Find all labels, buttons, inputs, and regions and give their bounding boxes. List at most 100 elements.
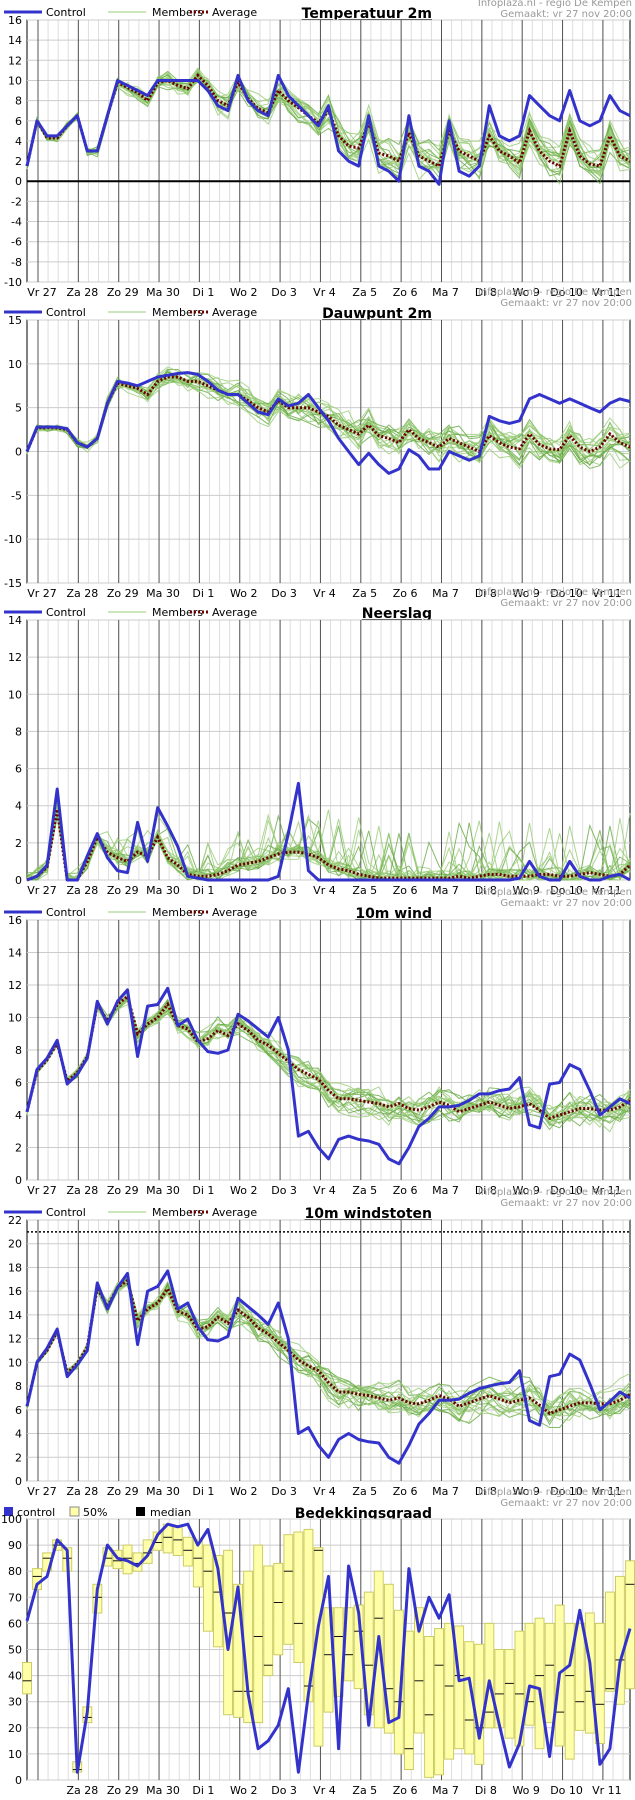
chart-5: control 50% median Bedekkingsgraad Infoplaza…	[1, 1487, 635, 1797]
x-tick-label: Za 28	[66, 1184, 98, 1197]
y-tick-label: 6	[15, 1077, 22, 1090]
y-tick-label: 6	[15, 115, 22, 128]
legend-members-label: Members	[152, 1206, 203, 1219]
x-tick-label: Do 3	[271, 1784, 297, 1797]
y-tick-label: 2	[15, 1142, 22, 1155]
member-series-line	[26, 816, 631, 881]
legend-members-label: Members	[152, 6, 203, 19]
x-tick-label: Zo 29	[107, 1184, 139, 1197]
band-box	[605, 1591, 615, 1692]
y-tick-label: 6	[15, 1404, 22, 1417]
band-box	[625, 1560, 635, 1690]
plot-area	[26, 1219, 631, 1482]
x-tick-label: Ma 30	[146, 1184, 180, 1197]
y-tick-label: 8	[15, 1044, 22, 1057]
y-tick-label: 2	[15, 837, 22, 850]
y-tick-label: 16	[8, 14, 22, 27]
x-tick-label: Ma 7	[432, 286, 459, 299]
band-box	[434, 1628, 445, 1776]
x-tick-label: Ma 30	[146, 286, 180, 299]
x-tick-label: Vr 4	[313, 1485, 336, 1498]
legend-average-label: Average	[212, 306, 257, 319]
member-series-line	[26, 374, 631, 463]
y-tick-label: 0	[15, 175, 22, 188]
legend-control-label: Control	[46, 906, 86, 919]
x-tick-label: Zo 6	[393, 286, 418, 299]
legend-average-label: Average	[212, 906, 257, 919]
x-tick-label: Wo 2	[230, 1784, 257, 1797]
y-tick-label: 14	[8, 614, 22, 627]
chart-title: Bedekkingsgraad	[295, 1506, 432, 1522]
member-series-line	[26, 77, 631, 177]
y-tick-label: 10	[8, 688, 22, 701]
y-tick-label: -2	[11, 195, 22, 208]
legend-members-label: Members	[152, 906, 203, 919]
x-tick-label: Vr 27	[27, 587, 57, 600]
y-tick-label: 6	[15, 763, 22, 776]
y-tick-label: 10	[8, 358, 22, 371]
made-label: Gemaakt: vr 27 nov 20:00	[500, 9, 632, 20]
x-tick-label: Wo 9	[512, 1485, 539, 1498]
y-tick-label: 16	[8, 1285, 22, 1298]
x-tick-label: Di 1	[192, 1184, 214, 1197]
legend-average-label: Average	[212, 6, 257, 19]
y-tick-label: 14	[8, 34, 22, 47]
x-tick-label: Wo 9	[512, 1784, 539, 1797]
y-tick-label: 12	[8, 979, 22, 992]
y-tick-label: 2	[15, 1451, 22, 1464]
y-tick-label: 4	[15, 800, 22, 813]
chart-title: 10m wind	[355, 906, 432, 922]
band-box	[444, 1622, 455, 1760]
band-box	[293, 1531, 304, 1663]
chart-0: Control Members Average Temperatuur 2m Infop…	[4, 0, 632, 299]
control-series-line	[25, 986, 631, 1166]
x-tick-label: Za 28	[66, 587, 98, 600]
control-series-line	[25, 1522, 632, 1774]
y-tick-label: 5	[15, 402, 22, 415]
x-tick-label: Di 1	[192, 286, 214, 299]
x-tick-label: Vr 4	[313, 884, 336, 897]
control-series-line	[25, 73, 631, 186]
x-tick-label: Di 8	[475, 286, 497, 299]
member-series-line	[26, 813, 631, 881]
plot-area	[26, 19, 631, 283]
y-tick-label: 40	[8, 1670, 22, 1683]
x-tick-label: Di 1	[192, 884, 214, 897]
made-label: Gemaakt: vr 27 nov 20:00	[500, 598, 632, 609]
source-label: Infoplaza.nl - regio De Kempen	[478, 587, 632, 598]
band-box	[414, 1607, 424, 1734]
x-tick-label: Di 1	[192, 1784, 214, 1797]
band-box	[142, 1539, 153, 1564]
y-tick-label: 4	[15, 135, 22, 148]
y-tick-label: 14	[8, 947, 22, 960]
x-tick-label: Vr 27	[27, 1184, 57, 1197]
source-label: Infoplaza.nl - regio De Kempen	[478, 1487, 632, 1498]
legend-control-label: Control	[46, 606, 86, 619]
band-box	[424, 1636, 435, 1778]
band-box	[192, 1539, 203, 1588]
y-tick-label: -5	[11, 489, 22, 502]
x-tick-label: Wo 2	[230, 1184, 257, 1197]
x-tick-label: Zo 6	[393, 884, 418, 897]
legend-members-label: Members	[152, 606, 203, 619]
legend-control-label: Control	[46, 1206, 86, 1219]
legend-band-swatch	[69, 1506, 80, 1517]
x-tick-label: Wo 9	[512, 1184, 539, 1197]
band-box	[574, 1622, 585, 1731]
y-tick-label: -6	[11, 236, 22, 249]
x-tick-label: Ma 30	[146, 884, 180, 897]
x-tick-label: Vr 11	[592, 587, 622, 600]
chart-title: Dauwpunt 2m	[322, 306, 432, 322]
source-label: Infoplaza.nl - regio De Kempen	[478, 0, 632, 9]
x-tick-label: Zo 6	[393, 1184, 418, 1197]
x-tick-label: Wo 9	[512, 884, 539, 897]
band-box	[454, 1625, 465, 1750]
x-tick-label: Zo 29	[107, 884, 139, 897]
x-tick-label: Vr 27	[27, 1485, 57, 1498]
band-box	[544, 1622, 555, 1724]
x-tick-label: Zo 29	[107, 1485, 139, 1498]
made-label: Gemaakt: vr 27 nov 20:00	[500, 898, 632, 909]
y-tick-label: 8	[15, 1380, 22, 1393]
y-tick-label: 10	[8, 1356, 22, 1369]
y-tick-label: 100	[1, 1513, 22, 1526]
